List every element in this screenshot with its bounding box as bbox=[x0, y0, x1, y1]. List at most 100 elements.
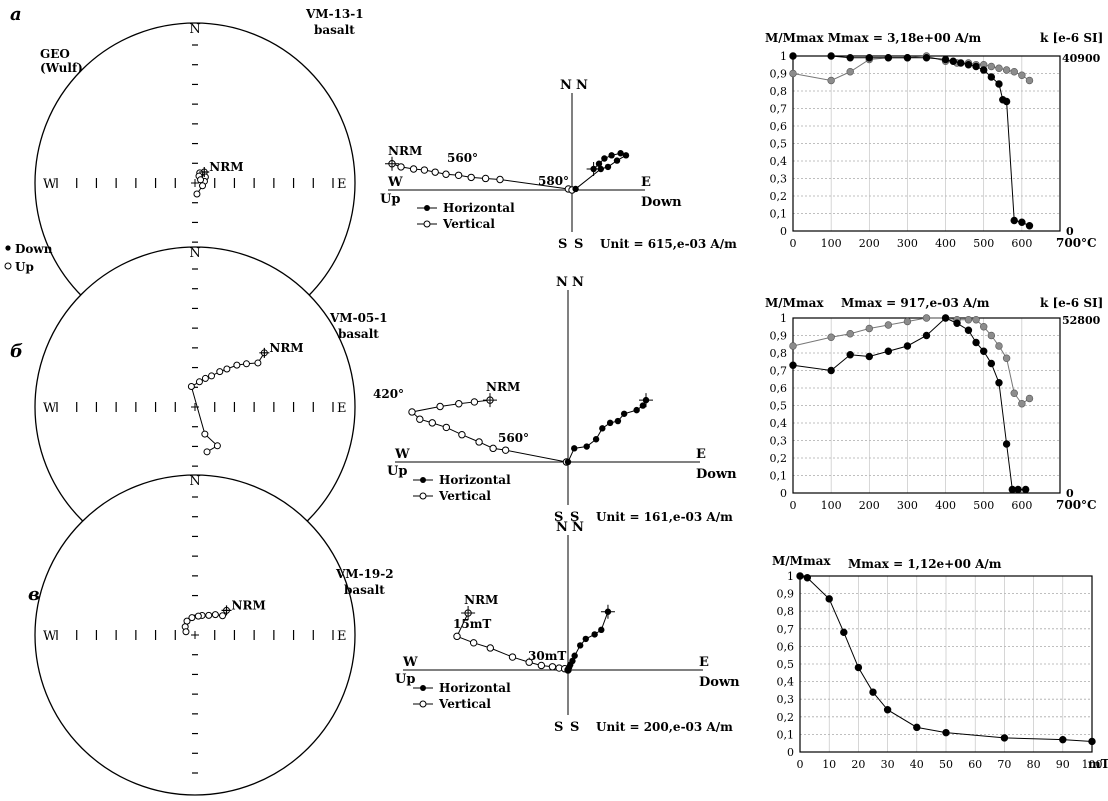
x-tick-label: 100 bbox=[821, 499, 842, 512]
stereonet-point bbox=[208, 372, 216, 380]
zijderveld-down-label: Down bbox=[641, 195, 682, 210]
vertical-projection-point bbox=[431, 168, 439, 176]
k-max-label: 52800 bbox=[1062, 314, 1101, 327]
susceptibility-point bbox=[846, 68, 854, 76]
magnetization-point bbox=[972, 62, 980, 71]
magnetization-point bbox=[903, 54, 912, 62]
horizontal-projection-point bbox=[583, 443, 590, 450]
horizontal-projection-point bbox=[620, 410, 628, 417]
horizontal-projection-point bbox=[592, 436, 600, 443]
magnetization-point bbox=[922, 54, 931, 62]
stereonet-nrm-label: NRM bbox=[232, 598, 266, 612]
stereonet-point bbox=[182, 628, 190, 636]
susceptibility-point bbox=[922, 314, 931, 322]
vertical-projection-point bbox=[458, 431, 466, 439]
magnetization-point bbox=[957, 59, 965, 67]
magnetization-point bbox=[941, 55, 950, 64]
zijderveld-nrm-label: NRM bbox=[388, 144, 422, 158]
zijderveld-nrm-label: NRM bbox=[486, 380, 520, 394]
magnetization-point bbox=[865, 352, 873, 361]
zijderveld-s-label: S bbox=[554, 720, 563, 735]
magnetization-point bbox=[1088, 737, 1096, 746]
horizontal-projection-point bbox=[633, 406, 640, 414]
stereonet-point bbox=[213, 442, 221, 450]
magnetization-point bbox=[987, 73, 996, 81]
nrm-star bbox=[199, 166, 210, 177]
zijderveld-s2-label: S bbox=[570, 510, 579, 525]
vertical-projection-point bbox=[442, 423, 451, 432]
magnetization-point bbox=[1000, 734, 1009, 742]
k-max-label: 40900 bbox=[1062, 52, 1101, 65]
legend-horizontal-label: Horizontal bbox=[439, 681, 511, 695]
stereonet-point bbox=[199, 182, 207, 190]
x-tick-label: 20 bbox=[851, 758, 865, 771]
y-tick-label: 1 bbox=[780, 50, 787, 63]
x-tick-label: 60 bbox=[968, 758, 982, 771]
projection-line: (Wulf) bbox=[40, 61, 83, 75]
x-tick-label: 300 bbox=[897, 499, 918, 512]
vertical-projection-line bbox=[410, 399, 567, 463]
magnetization-line bbox=[799, 575, 1093, 742]
magnetization-point bbox=[913, 723, 921, 732]
legend-up-marker bbox=[4, 262, 12, 270]
stereonet-point bbox=[201, 374, 209, 382]
legend-vertical-marker bbox=[419, 492, 427, 500]
nrm-marker bbox=[461, 606, 476, 621]
vertical-projection-point bbox=[469, 639, 478, 647]
unit-label: Unit = 200,e-03 A/m bbox=[596, 720, 733, 734]
chart-title: M/Mmax bbox=[772, 554, 831, 568]
k-min-label: 0 bbox=[1066, 487, 1074, 500]
susceptibility-point bbox=[1010, 389, 1018, 397]
vertical-projection-point bbox=[489, 444, 497, 453]
y-tick-label: 0,1 bbox=[770, 470, 788, 483]
y-tick-label: 0,5 bbox=[770, 400, 788, 413]
vertical-projection-point bbox=[508, 653, 517, 661]
horizontal-projection-point bbox=[613, 157, 621, 164]
horizontal-projection-point bbox=[571, 652, 578, 659]
stereonet-point bbox=[194, 612, 202, 620]
x-tick-label: 400 bbox=[935, 237, 956, 250]
magnetization-point bbox=[827, 52, 835, 60]
nrm-star bbox=[221, 605, 232, 616]
nrm-star bbox=[259, 347, 270, 358]
chart-title: M/Mmax bbox=[765, 296, 824, 310]
zijderveld-e-label: E bbox=[696, 447, 706, 462]
y-tick-label: 0,9 bbox=[770, 330, 788, 343]
vertical-projection-point bbox=[501, 446, 510, 454]
susceptibility-point bbox=[1010, 68, 1018, 76]
susceptibility-point bbox=[903, 317, 912, 326]
magnetization-point bbox=[854, 663, 863, 672]
magnetization-point bbox=[827, 366, 835, 375]
magnetization-point bbox=[1010, 216, 1018, 225]
magnetization-point bbox=[980, 347, 988, 355]
nrm-marker bbox=[385, 156, 399, 171]
zijderveld-n-label: N bbox=[556, 275, 568, 290]
x-tick-label: 400 bbox=[935, 499, 956, 512]
nrm-marker bbox=[483, 393, 497, 408]
susceptibility-point bbox=[789, 342, 797, 350]
step-annotation: 15mT bbox=[453, 617, 491, 631]
x-tick-label: 500 bbox=[973, 499, 994, 512]
legend-vertical-marker bbox=[423, 220, 431, 228]
zijderveld-e-label: E bbox=[641, 175, 651, 190]
stereonet-nrm-label: NRM bbox=[269, 341, 303, 355]
x-tick-label: 80 bbox=[1027, 758, 1041, 771]
stereonet-east-label: E bbox=[337, 401, 347, 416]
zijderveld-down-label: Down bbox=[696, 467, 737, 482]
magnetization-point bbox=[922, 331, 931, 340]
y-tick-label: 0,8 bbox=[777, 605, 795, 618]
horizontal-projection-point bbox=[604, 163, 612, 171]
stereonet-point bbox=[197, 176, 205, 184]
step-annotation: 30mT bbox=[528, 649, 566, 663]
legend-horizontal-marker bbox=[420, 477, 426, 483]
step-annotation: 420° bbox=[373, 387, 404, 401]
panel-letter: в bbox=[28, 584, 40, 605]
susceptibility-point bbox=[884, 321, 893, 329]
magnetization-point bbox=[953, 319, 961, 327]
step-annotation: 560° bbox=[498, 431, 529, 445]
y-tick-label: 0,6 bbox=[770, 382, 788, 395]
stereonet-north-label: N bbox=[189, 22, 200, 37]
stereonet-point bbox=[195, 378, 203, 386]
unit-label: Unit = 161,e-03 A/m bbox=[596, 510, 733, 524]
